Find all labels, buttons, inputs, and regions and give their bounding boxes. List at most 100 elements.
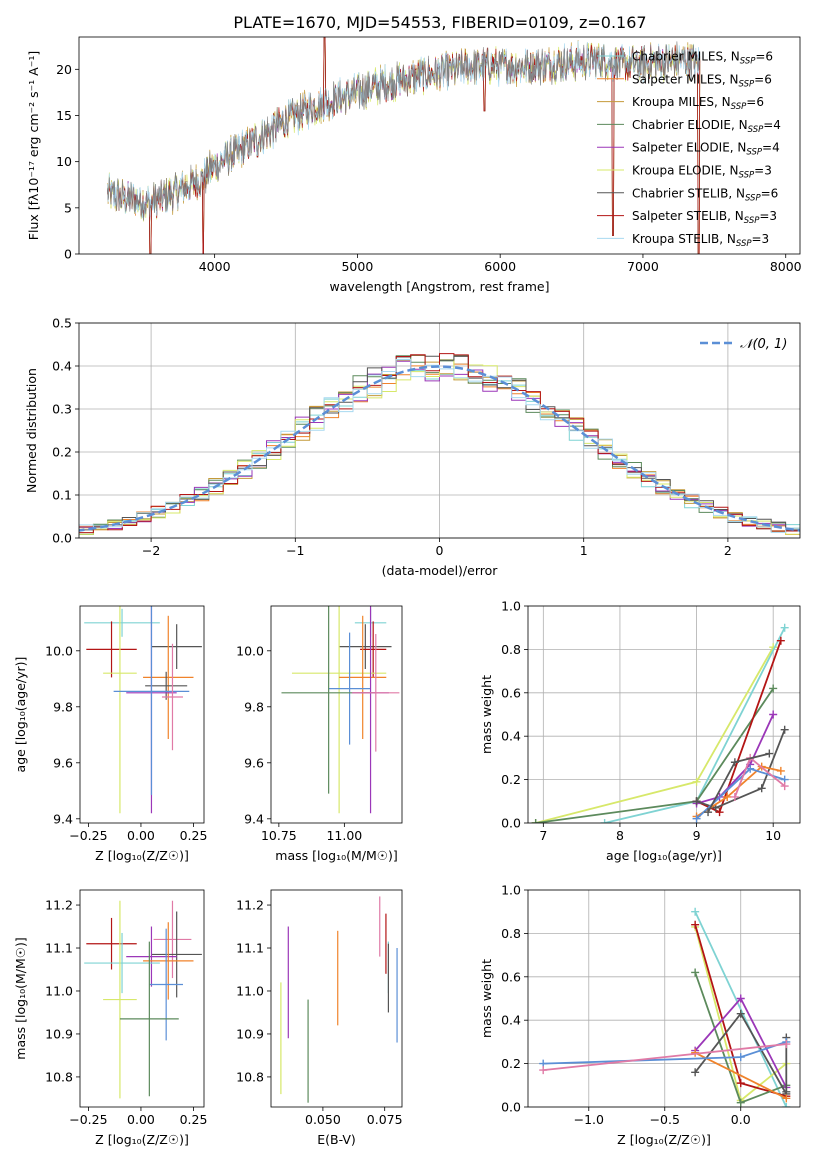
weight-point-marker	[723, 792, 732, 801]
errorbar-point	[352, 634, 400, 752]
weight-point-marker	[757, 784, 766, 793]
y-tick-label: 11.2	[45, 898, 73, 913]
x-tick-label: 6000	[484, 259, 516, 274]
weight-series-line	[604, 627, 786, 823]
x-axis-label: Z [log₁₀(Z/Z☉)]	[617, 1132, 711, 1147]
x-tick-label: 0.00	[127, 828, 155, 843]
errorbar-point	[143, 922, 194, 1000]
x-axis-label: wavelength [Angstrom, rest frame]	[329, 279, 549, 294]
y-axis-label: mass [log₁₀(M/M☉)]	[13, 937, 28, 1059]
panel-spectrum: 4000 5000 6000 7000 8000 0 5 10 15 20 wavelength […	[26, 36, 802, 294]
y-tick-label: 0.0	[52, 531, 72, 546]
y-axis-label: mass weight	[479, 959, 494, 1038]
errorbar-point	[103, 606, 137, 814]
y-tick-label: 9.6	[53, 755, 73, 770]
panel-mass-vs-ebv: 0.050 0.075 10.8 10.9 11.0 11.1 11.2 E(B-V)	[236, 889, 403, 1147]
errorbar-point	[143, 615, 194, 739]
plot-area	[79, 353, 800, 537]
x-tick-label: 0.00	[127, 1112, 155, 1127]
y-tick-label: 11.1	[45, 941, 73, 956]
weight-point-marker	[782, 1094, 791, 1103]
legend-label: 𝒩(0, 1)	[740, 337, 787, 352]
errorbar-point	[360, 621, 387, 678]
weight-point-marker	[765, 749, 774, 758]
x-tick-label: −2	[142, 543, 160, 558]
weight-point-marker	[692, 777, 701, 786]
y-tick-label: 10.0	[236, 643, 264, 658]
panel-mass-vs-Z: −0.25 0.00 0.25 10.8 10.9 11.0 11.1 11.2 Z [log₁…	[13, 889, 207, 1147]
y-tick-label: 0.6	[501, 969, 521, 984]
y-tick-label: 11.0	[45, 983, 73, 998]
x-tick-label: 10.75	[261, 828, 297, 843]
y-tick-label: 0.8	[501, 642, 521, 657]
x-axis-label: Z [log₁₀(Z/Z☉)]	[95, 1132, 189, 1147]
y-tick-label: 11.0	[236, 983, 264, 998]
weight-point-marker	[736, 1009, 745, 1018]
errorbar-point	[151, 624, 202, 669]
y-axis-label: mass weight	[479, 675, 494, 754]
x-tick-label: 0.075	[367, 1112, 403, 1127]
plot-area	[539, 907, 791, 1107]
errorbar-point	[119, 941, 179, 1097]
weight-point-marker	[730, 758, 739, 767]
y-tick-label: 10.8	[45, 1069, 73, 1084]
x-tick-label: 7	[539, 828, 547, 843]
x-tick-label: −1.0	[574, 1112, 604, 1127]
y-tick-label: 0.8	[501, 926, 521, 941]
y-tick-label: 0.4	[52, 359, 72, 374]
weight-series-line	[696, 729, 786, 809]
y-tick-label: 9.8	[244, 699, 264, 714]
spectrum-data-line	[107, 41, 701, 221]
weight-series-line	[543, 1043, 787, 1071]
errorbar-point	[291, 606, 387, 814]
weight-series-line	[694, 911, 788, 1107]
axes-frame	[527, 889, 801, 1108]
x-tick-label: 0.0	[731, 1112, 751, 1127]
y-tick-label: 0.4	[501, 729, 521, 744]
y-tick-label: 0.6	[501, 685, 521, 700]
y-tick-label: 15	[56, 108, 72, 123]
y-axis-label: age [log₁₀(age/yr)]	[13, 657, 28, 773]
errorbar-point	[161, 643, 183, 751]
weight-point-marker	[692, 814, 701, 823]
x-tick-label: 9	[693, 828, 701, 843]
legend: Chabrier MILES, NSSP=6 Salpeter MILES, NS…	[597, 50, 781, 249]
y-tick-label: 0.4	[501, 1013, 521, 1028]
panel-age-vs-mass: 10.75 11.00 9.4 9.6 9.8 10.0 mass [log₁₀(M/M☉)…	[236, 605, 403, 863]
errorbar-point	[113, 606, 190, 795]
x-tick-label: −0.25	[69, 828, 107, 843]
legend-label: Chabrier ELODIE, NSSP=4	[632, 118, 781, 135]
legend-label: Salpeter STELIB, NSSP=3	[632, 209, 777, 226]
x-tick-label: −1	[286, 543, 304, 558]
weight-point-marker	[769, 710, 778, 719]
weight-point-marker	[539, 1066, 548, 1075]
y-axis-label: Flux [fλ10⁻¹⁷ erg cm⁻² s⁻¹ A⁻¹]	[26, 51, 41, 240]
x-axis-label: (data-model)/error	[382, 563, 499, 578]
y-tick-label: 10.8	[236, 1069, 264, 1084]
y-tick-label: 0.2	[501, 772, 521, 787]
legend-label: Kroupa ELODIE, NSSP=3	[632, 164, 772, 181]
weight-point-marker	[776, 636, 785, 645]
x-tick-label: 11.00	[326, 828, 362, 843]
y-tick-label: 11.1	[236, 941, 264, 956]
y-tick-label: 0.3	[52, 402, 72, 417]
plot-area	[84, 900, 202, 1099]
errorbar-point	[151, 911, 202, 998]
weight-point-marker	[780, 782, 789, 791]
figure-title: PLATE=1670, MJD=54553, FIBERID=0109, z=0…	[233, 13, 646, 32]
residual-histogram	[79, 353, 800, 537]
y-tick-label: 11.2	[236, 898, 264, 913]
weight-point-marker	[736, 1098, 745, 1107]
plot-area	[84, 606, 202, 814]
plot-area	[281, 606, 400, 814]
axes-frame	[270, 889, 403, 1108]
weight-point-marker	[691, 1068, 700, 1077]
panel-residuals: −2 −1 0 1 2 0.0 0.1 0.2 0.3 0.4 0.5 (data-model)/er…	[24, 316, 801, 578]
y-tick-label: 0.5	[52, 316, 72, 331]
x-tick-label: 8	[616, 828, 624, 843]
legend-label: Salpeter MILES, NSSP=6	[632, 72, 772, 89]
y-tick-label: 0.2	[52, 445, 72, 460]
weight-point-marker	[746, 764, 755, 773]
y-tick-label: 0.0	[501, 1100, 521, 1115]
